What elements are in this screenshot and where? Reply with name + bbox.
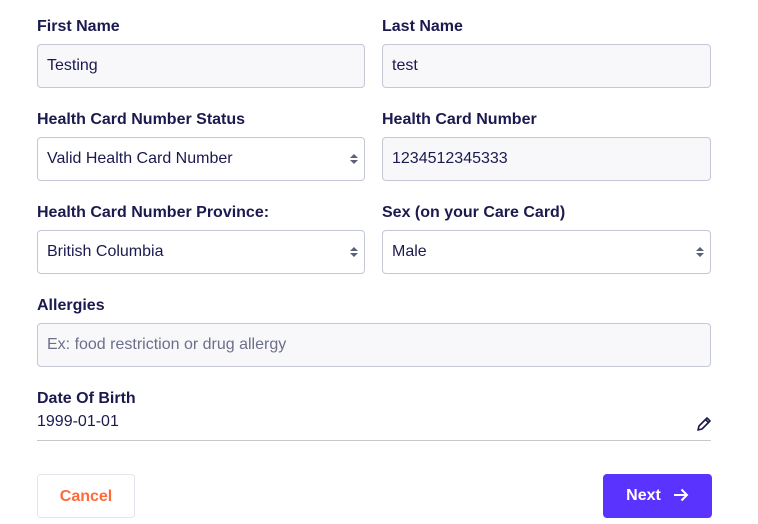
last-name-label: Last Name xyxy=(382,18,463,35)
next-button[interactable]: Next xyxy=(603,474,712,518)
sex-select[interactable]: Male xyxy=(382,230,711,274)
dob-underline xyxy=(37,440,711,441)
hc-province-value: British Columbia xyxy=(47,243,164,260)
cancel-button[interactable]: Cancel xyxy=(37,474,135,518)
hc-number-label: Health Card Number xyxy=(382,111,537,128)
dob-label: Date Of Birth xyxy=(37,390,136,407)
sex-label: Sex (on your Care Card) xyxy=(382,204,566,221)
first-name-input[interactable]: Testing xyxy=(37,44,365,88)
hc-status-label: Health Card Number Status xyxy=(37,111,246,128)
allergies-input[interactable]: Ex: food restriction or drug allergy xyxy=(37,323,711,367)
pencil-icon[interactable] xyxy=(696,416,712,432)
last-name-input[interactable]: test xyxy=(382,44,711,88)
hc-province-select[interactable]: British Columbia xyxy=(37,230,365,274)
hc-status-select[interactable]: Valid Health Card Number xyxy=(37,137,365,181)
allergies-placeholder: Ex: food restriction or drug allergy xyxy=(47,336,287,353)
hc-status-value: Valid Health Card Number xyxy=(47,150,233,167)
allergies-label: Allergies xyxy=(37,297,105,314)
arrow-right-icon xyxy=(673,488,689,502)
hc-number-input[interactable]: 1234512345333 xyxy=(382,137,711,181)
select-arrows-icon xyxy=(350,247,358,257)
select-arrows-icon xyxy=(350,154,358,164)
dob-value: 1999-01-01 xyxy=(37,413,119,430)
first-name-label: First Name xyxy=(37,18,120,35)
hc-province-label: Health Card Number Province: xyxy=(37,204,270,221)
sex-value: Male xyxy=(392,243,427,260)
next-label: Next xyxy=(626,487,661,504)
select-arrows-icon xyxy=(696,247,704,257)
